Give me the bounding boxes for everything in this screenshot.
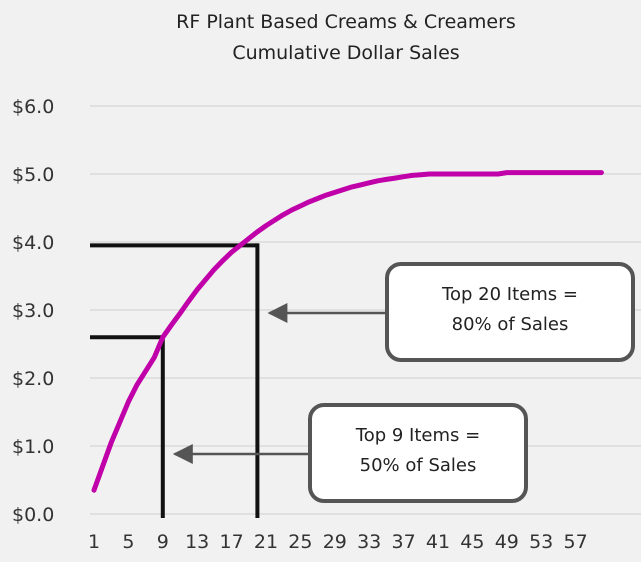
x-tick-label: 33 — [357, 531, 381, 553]
y-tick-label: $0.0 — [12, 504, 54, 526]
x-tick-label: 9 — [157, 531, 169, 553]
y-tick-label: $6.0 — [12, 96, 54, 118]
x-tick-label: 37 — [392, 531, 416, 553]
y-tick-label: $4.0 — [12, 232, 54, 254]
callout-box — [385, 262, 635, 362]
callout-text: Top 9 Items = — [355, 425, 480, 446]
y-tick-label: $2.0 — [12, 368, 54, 390]
callout-text: 50% of Sales — [360, 455, 477, 476]
reference-lines — [90, 243, 260, 518]
x-tick-label: 41 — [426, 531, 450, 553]
series — [91, 170, 604, 493]
x-tick-label: 29 — [323, 531, 347, 553]
x-tick-label: 25 — [288, 531, 312, 553]
callout-text: 80% of Sales — [452, 314, 569, 335]
x-tick-label: 5 — [122, 531, 134, 553]
x-tick-label: 57 — [564, 531, 588, 553]
x-tick-label: 49 — [495, 531, 519, 553]
y-tick-label: $3.0 — [12, 300, 54, 322]
x-tick-label: 13 — [185, 531, 209, 553]
x-axis: 1 5 9 13 17 21 25 29 33 37 41 45 49 53 57 — [88, 531, 588, 553]
y-axis: $0.0 $1.0 $2.0 $3.0 $4.0 $5.0 $6.0 — [12, 96, 54, 526]
chart-subtitle: Cumulative Dollar Sales — [232, 42, 459, 64]
x-tick-label: 17 — [220, 531, 244, 553]
x-tick-label: 53 — [529, 531, 553, 553]
x-tick-label: 1 — [88, 531, 100, 553]
series-line — [91, 170, 604, 493]
y-tick-label: $1.0 — [12, 436, 54, 458]
x-tick-label: 21 — [254, 531, 278, 553]
x-tick-label: 45 — [460, 531, 484, 553]
callout-box — [308, 403, 528, 503]
chart-title: RF Plant Based Creams & Creamers — [176, 11, 516, 33]
y-tick-label: $5.0 — [12, 164, 54, 186]
callout-text: Top 20 Items = — [441, 284, 578, 305]
annotations: Top 20 Items = 80% of Sales Top 9 Items = 5… — [172, 262, 635, 503]
